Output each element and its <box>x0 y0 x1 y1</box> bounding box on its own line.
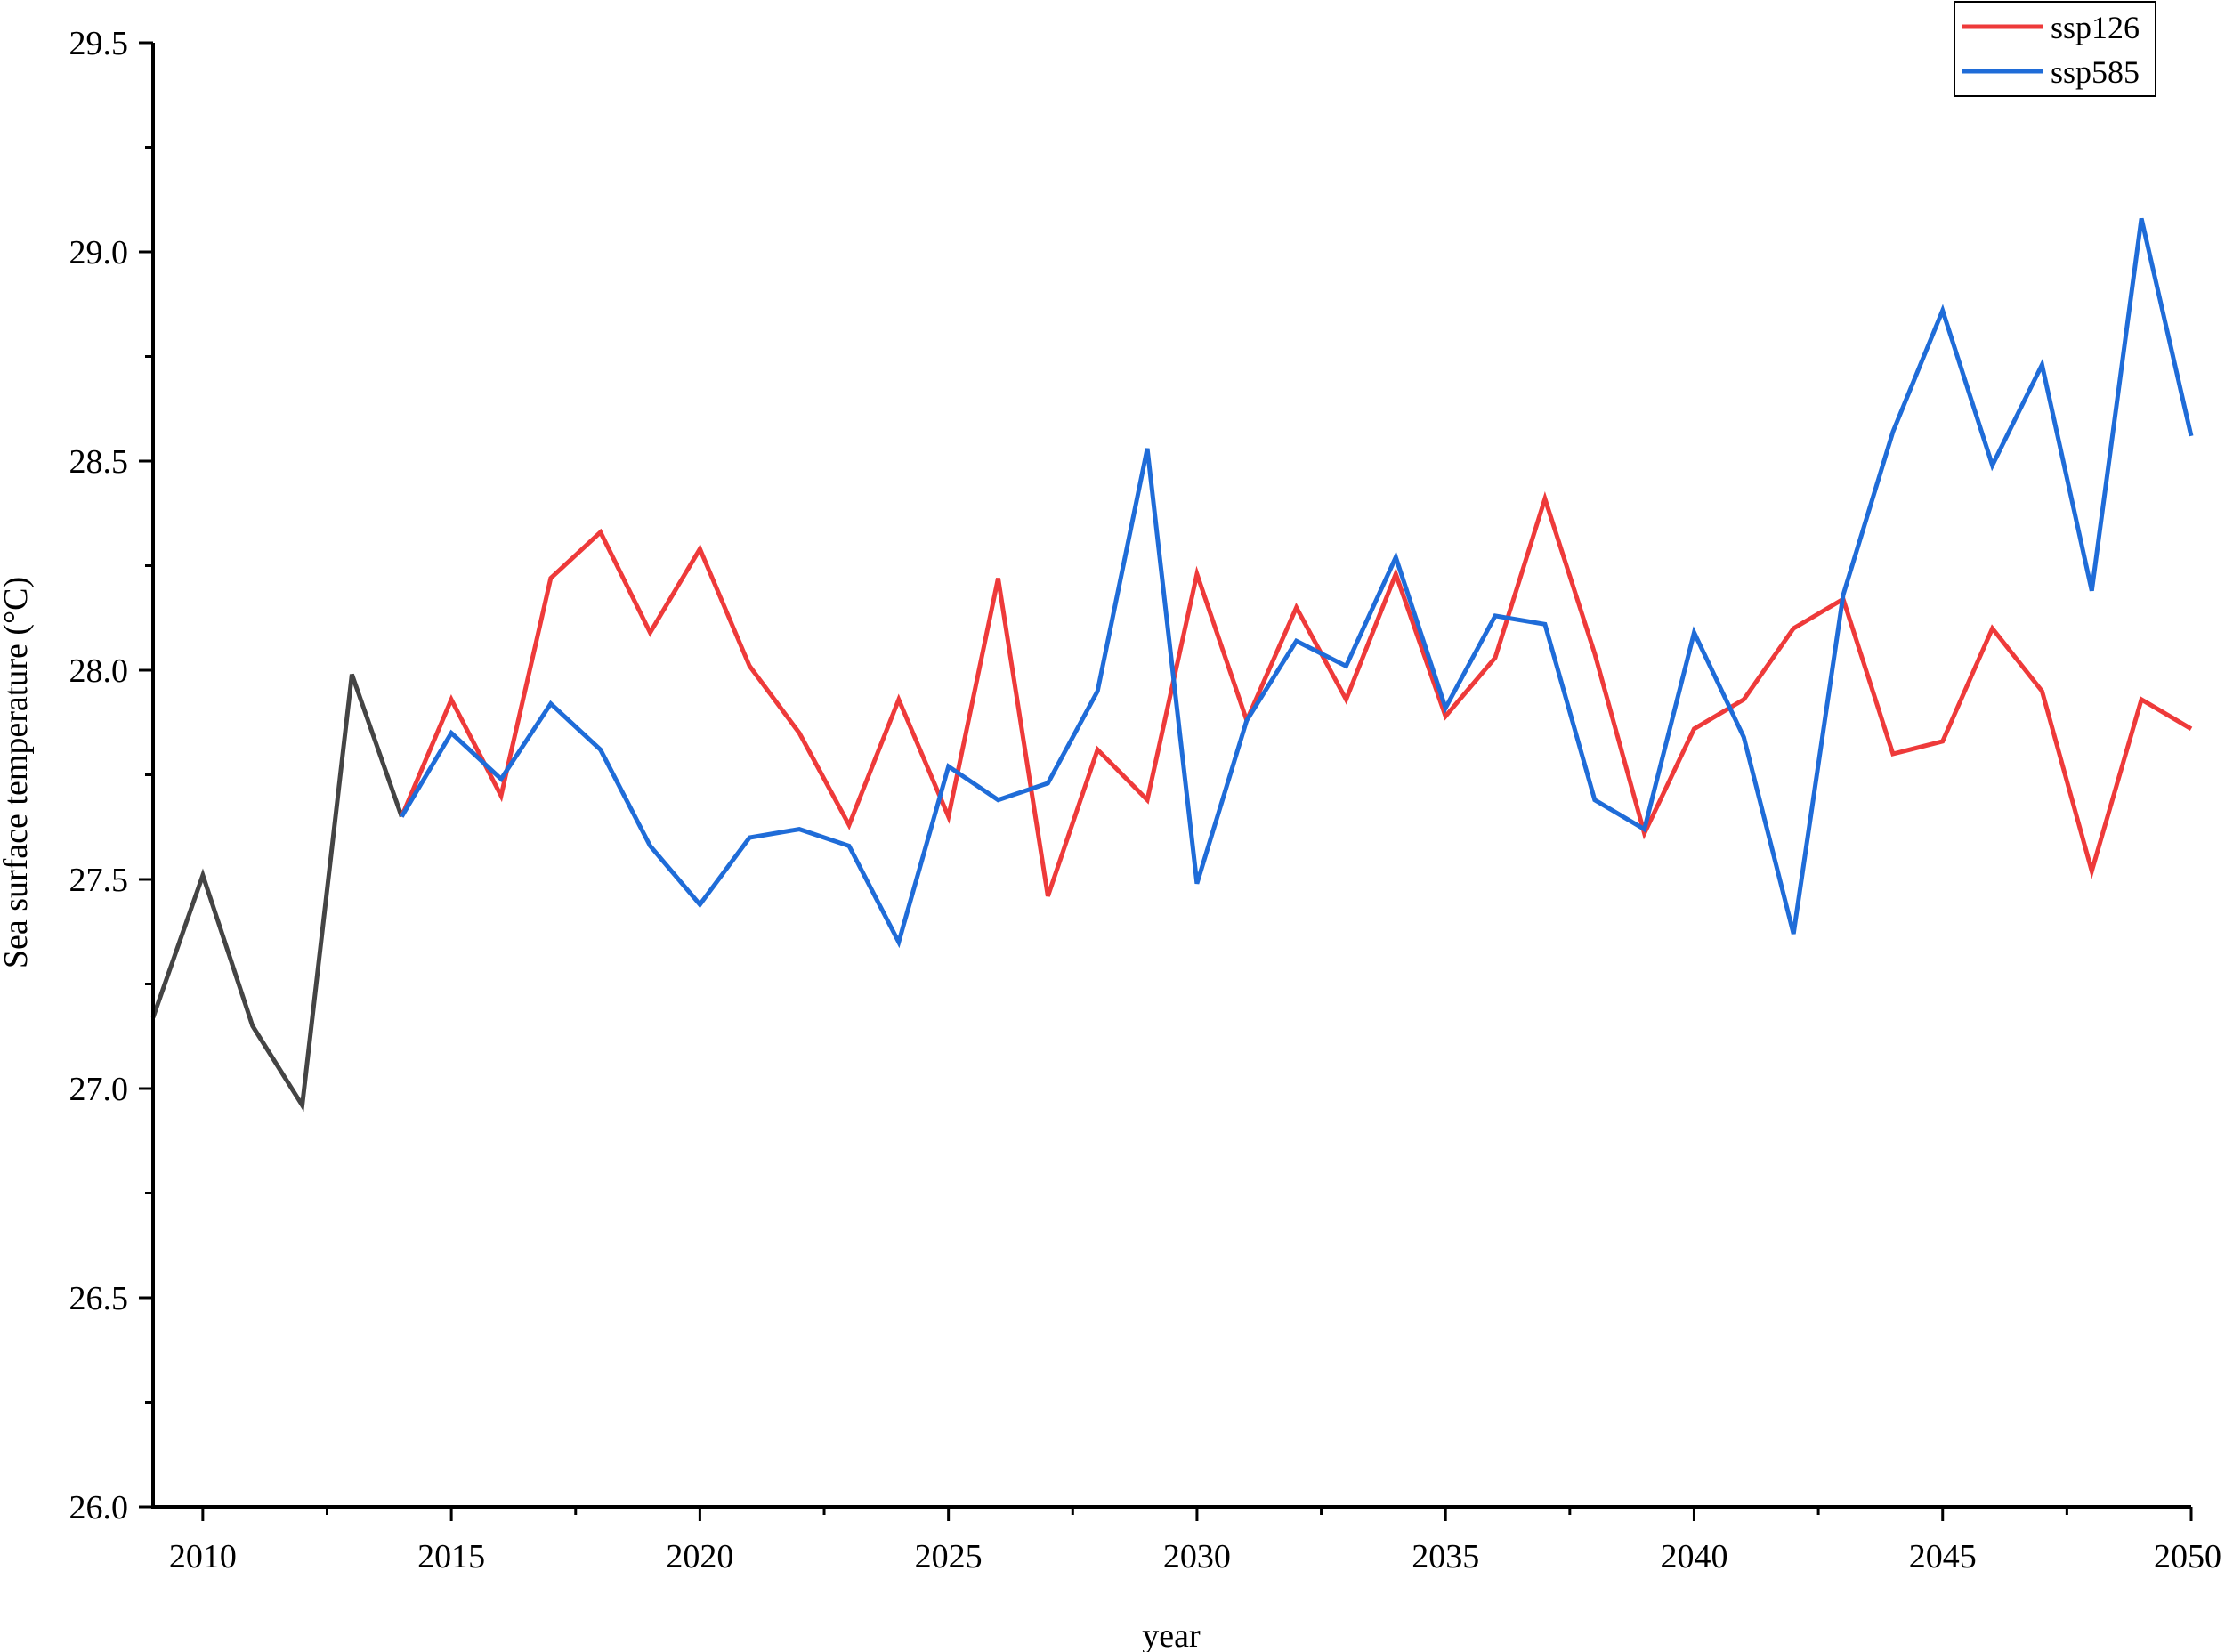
x-tick-label: 2040 <box>1660 1538 1727 1575</box>
x-tick-label: 2045 <box>1909 1538 1977 1575</box>
y-axis-title: Sea surface temperature (°C) <box>0 577 35 968</box>
y-tick-label: 29.5 <box>69 25 129 62</box>
x-tick-label: 2035 <box>1412 1538 1479 1575</box>
plot-series <box>150 217 2194 1113</box>
x-tick-label: 2050 <box>2154 1538 2221 1575</box>
axes: 26.026.527.027.528.028.529.029.5 2010 201… <box>69 25 2222 1575</box>
series-line-ssp126 <box>399 491 2193 897</box>
y-tick-label: 28.0 <box>69 652 129 690</box>
x-tick-label: 2020 <box>666 1538 733 1575</box>
legend-box <box>1954 1 2156 97</box>
legend-label-ssp126: ssp126 <box>2051 10 2140 45</box>
legend-label-ssp585: ssp585 <box>2051 54 2140 90</box>
y-axis-ticks: 26.0 26.5 27.0 27.5 28.0 28.5 29.0 29.5 <box>69 25 153 1526</box>
y-tick-label: 29.0 <box>69 234 129 271</box>
series-line-ssp585 <box>400 217 2194 949</box>
y-tick-label: 27.5 <box>69 862 129 899</box>
x-tick-label: 2010 <box>169 1538 237 1575</box>
x-axis-title: year <box>1142 1617 1201 1652</box>
x-tick-label: 2030 <box>1163 1538 1231 1575</box>
x-tick-label: 2015 <box>417 1538 485 1575</box>
y-tick-label: 26.5 <box>69 1280 129 1317</box>
legend: ssp126 ssp585 <box>1954 1 2156 97</box>
y-tick-label: 27.0 <box>69 1071 129 1108</box>
x-tick-label: 2025 <box>915 1538 983 1575</box>
y-tick-label: 26.0 <box>69 1489 129 1526</box>
series-line-historical <box>150 673 404 1113</box>
y-tick-label: 28.5 <box>69 443 129 481</box>
x-axis-ticks: 2010 2015 2020 2025 2030 2035 2040 2045 2050 <box>169 1507 2221 1575</box>
